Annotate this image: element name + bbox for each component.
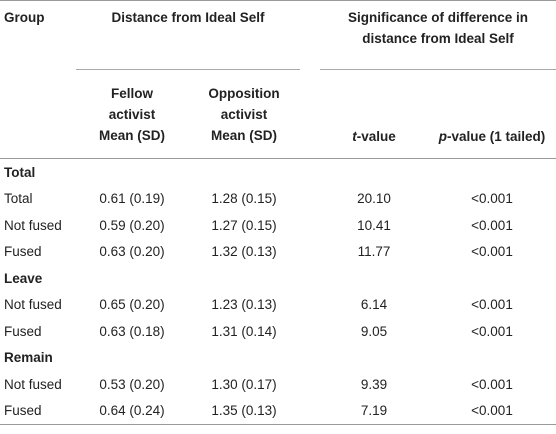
row-label: Not fused: [4, 297, 62, 313]
p-cell: <0.001: [471, 191, 513, 207]
section-row: Leave: [0, 265, 556, 292]
row-label: Fused: [4, 323, 42, 339]
p-cell: <0.001: [471, 217, 513, 233]
table-row: Fused 0.63 (0.18) 1.31 (0.14) 9.05 <0.00…: [0, 318, 556, 345]
row-label: Not fused: [4, 217, 62, 233]
p-value-header: p-value (1 tailed): [428, 69, 556, 159]
t-cell: 9.39: [360, 376, 388, 392]
fellow-cell: 0.61 (0.19): [99, 191, 165, 207]
table-header: Group Distance from Ideal Self Significa…: [0, 0, 556, 159]
table-row: Fused 0.64 (0.24) 1.35 (0.13) 7.19 <0.00…: [0, 397, 556, 425]
t-cell: 9.05: [360, 323, 388, 339]
fellow-cell: 0.63 (0.18): [99, 323, 165, 339]
table-row: Not fused 0.65 (0.20) 1.23 (0.13) 6.14 <…: [0, 292, 556, 319]
table-row: Fused 0.63 (0.20) 1.32 (0.13) 11.77 <0.0…: [0, 239, 556, 266]
distance-header: Distance from Ideal Self: [76, 0, 300, 70]
fellow-cell: 0.63 (0.20): [99, 244, 165, 260]
opposition-cell: 1.32 (0.13): [211, 244, 277, 260]
gap-cell: [300, 212, 320, 239]
gap-cell: [300, 292, 320, 319]
gap-cell: [300, 186, 320, 213]
group-header: Group: [0, 0, 76, 70]
section-label: Leave: [4, 270, 43, 286]
p-italic: p: [438, 129, 447, 144]
table-row: Not fused 0.53 (0.20) 1.30 (0.17) 9.39 <…: [0, 371, 556, 398]
t-cell: 11.77: [357, 244, 391, 260]
row-label: Not fused: [4, 376, 62, 392]
t-value-header: t-value: [320, 69, 428, 159]
p-cell: <0.001: [471, 244, 513, 260]
opposition-activist-header: Opposition activist Mean (SD): [188, 69, 300, 159]
opposition-cell: 1.35 (0.13): [188, 397, 300, 425]
t-italic: t: [352, 129, 357, 144]
fellow-cell: 0.59 (0.20): [99, 217, 165, 233]
t-rest: -value: [356, 129, 396, 144]
p-rest: -value (1 tailed): [446, 129, 546, 144]
opposition-cell: 1.23 (0.13): [211, 297, 277, 313]
gap-cell: [300, 397, 320, 425]
section-label: Total: [4, 164, 36, 180]
table-row: Not fused 0.59 (0.20) 1.27 (0.15) 10.41 …: [0, 212, 556, 239]
opposition-cell: 1.30 (0.17): [211, 376, 277, 392]
fellow-cell: 0.53 (0.20): [99, 376, 165, 392]
t-cell: 6.14: [360, 297, 388, 313]
p-cell: <0.001: [471, 376, 513, 392]
gap-cell: [300, 239, 320, 266]
opposition-line3: Mean (SD): [210, 127, 277, 143]
section-label: Remain: [4, 350, 53, 366]
fellow-cell: 0.65 (0.20): [99, 297, 165, 313]
row-label: Fused: [4, 244, 42, 260]
t-cell: 7.19: [320, 397, 428, 425]
gap-cell: [300, 371, 320, 398]
row-label: Fused: [0, 397, 76, 425]
significance-header: Significance of difference in distance f…: [320, 0, 556, 70]
fellow-line1: Fellow: [110, 85, 153, 101]
header-gap: [300, 0, 320, 70]
p-cell: <0.001: [471, 297, 513, 313]
row-label: Total: [4, 191, 33, 207]
opposition-line2: activist: [220, 106, 268, 122]
fellow-line2: activist: [108, 106, 156, 122]
opposition-cell: 1.28 (0.15): [211, 191, 277, 207]
t-cell: 20.10: [357, 191, 391, 207]
opposition-line1: Opposition: [208, 85, 280, 101]
fellow-cell: 0.64 (0.24): [76, 397, 188, 425]
section-row: Total: [0, 159, 556, 186]
p-cell: <0.001: [471, 323, 513, 339]
table-row: Total 0.61 (0.19) 1.28 (0.15) 20.10 <0.0…: [0, 186, 556, 213]
results-table: Group Distance from Ideal Self Significa…: [0, 0, 556, 425]
opposition-cell: 1.27 (0.15): [211, 217, 277, 233]
fellow-activist-header: Fellow activist Mean (SD): [76, 69, 188, 159]
table-body: Total Total 0.61 (0.19) 1.28 (0.15) 20.1…: [0, 159, 556, 425]
section-row: Remain: [0, 345, 556, 372]
p-cell: <0.001: [428, 397, 556, 425]
subheader-gap: [300, 69, 320, 159]
t-cell: 10.41: [357, 217, 391, 233]
opposition-cell: 1.31 (0.14): [211, 323, 277, 339]
group-subheader-blank: [0, 69, 76, 159]
gap-cell: [300, 318, 320, 345]
fellow-line3: Mean (SD): [98, 127, 165, 143]
